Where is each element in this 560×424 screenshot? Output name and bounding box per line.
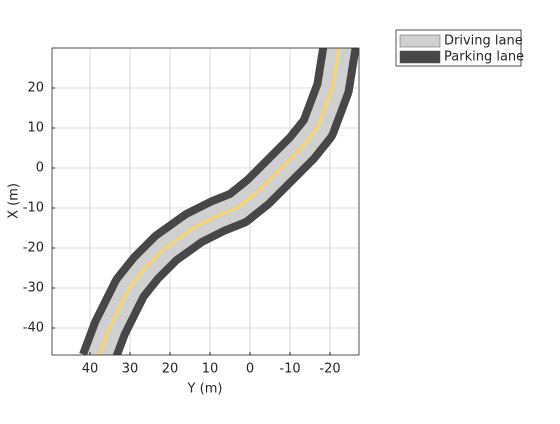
y-tick-label: 0: [36, 161, 44, 176]
centerline: [98, 48, 341, 355]
legend-label: Parking lane: [444, 50, 524, 65]
x-tick-label: 0: [246, 362, 254, 377]
plot-frame: [51, 47, 360, 356]
y-axis-label: X (m): [7, 183, 22, 219]
x-tick-label: -10: [279, 362, 300, 377]
y-tick-label: -40: [23, 321, 44, 336]
x-tick-label: 10: [202, 362, 219, 377]
x-tick-label: -20: [319, 362, 340, 377]
y-tick-label: 20: [27, 81, 44, 96]
y-tick-label: -30: [23, 281, 44, 296]
legend-label: Driving lane: [444, 34, 523, 49]
y-tick-label: 10: [27, 121, 44, 136]
legend-swatch: [399, 50, 441, 64]
x-tick-label: 40: [82, 362, 99, 377]
road: [79, 48, 359, 355]
x-tick-label: 20: [162, 362, 179, 377]
x-axis-label: Y (m): [187, 382, 223, 397]
y-tick-label: -10: [23, 201, 44, 216]
legend-swatch: [399, 34, 441, 48]
y-tick-label: -20: [23, 241, 44, 256]
x-tick-label: 30: [122, 362, 139, 377]
